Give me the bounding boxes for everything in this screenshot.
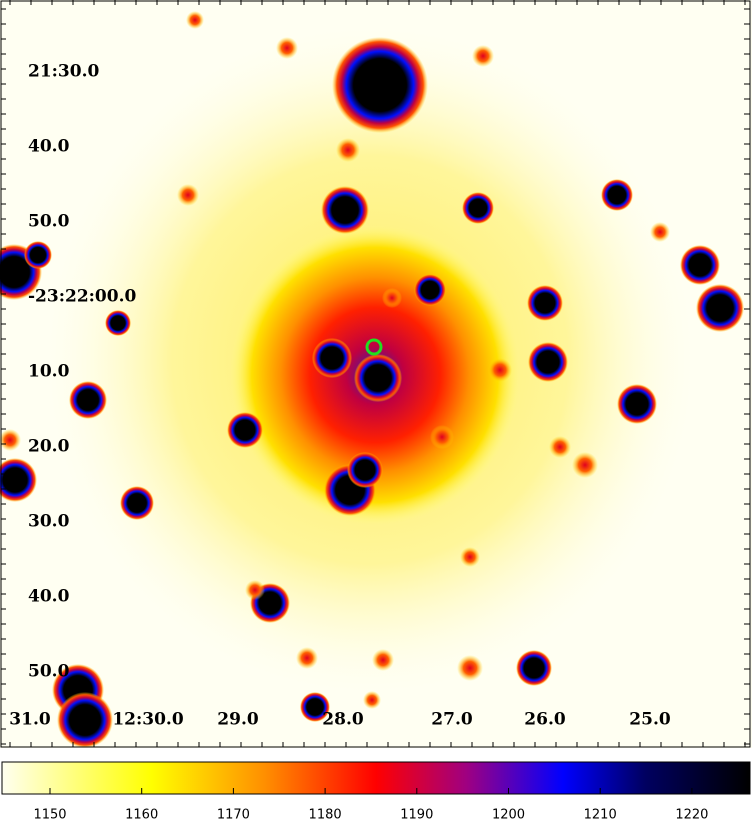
dec-label: 40.0 — [28, 587, 70, 607]
sky-image — [0, 11, 744, 748]
star — [601, 179, 633, 211]
star — [617, 384, 657, 424]
ra-label: 12:30.0 — [112, 710, 184, 730]
dec-label: -23:22:00.0 — [28, 287, 136, 307]
frame-ticks — [1, 0, 750, 747]
faint-source — [186, 11, 204, 29]
colorbar-label: 1200 — [492, 808, 525, 823]
star — [0, 458, 37, 502]
dec-label: 10.0 — [28, 362, 70, 382]
dec-label: 40.0 — [28, 137, 70, 157]
star — [24, 241, 52, 269]
colorbar-label: 1170 — [217, 808, 250, 823]
faint-source — [460, 547, 480, 567]
star — [516, 650, 552, 686]
colorbar — [1, 761, 751, 795]
ra-label: 31.0 — [9, 710, 51, 730]
star — [527, 285, 563, 321]
star — [105, 310, 131, 336]
faint-source — [382, 288, 402, 308]
star — [354, 354, 402, 402]
colorbar-label: 1150 — [33, 808, 66, 823]
colorbar-label: 1220 — [675, 808, 708, 823]
star — [57, 692, 113, 748]
faint-source — [245, 580, 265, 600]
star — [414, 274, 446, 306]
colorbar-label: 1190 — [400, 808, 433, 823]
faint-source — [572, 452, 598, 478]
star — [680, 245, 720, 285]
colorbar-label: 1210 — [584, 808, 617, 823]
star — [300, 692, 330, 722]
dec-label: 20.0 — [28, 437, 70, 457]
dec-label: 50.0 — [28, 662, 70, 682]
star — [462, 192, 494, 224]
star — [528, 342, 568, 382]
dec-label: 21:30.0 — [28, 62, 100, 82]
faint-source — [276, 37, 298, 59]
star — [69, 381, 107, 419]
ra-label: 28.0 — [322, 710, 364, 730]
faint-source — [457, 655, 483, 681]
faint-source — [488, 358, 512, 382]
faint-source — [430, 425, 454, 449]
dec-label: 50.0 — [28, 212, 70, 232]
star — [332, 37, 428, 133]
faint-source — [472, 45, 494, 67]
star — [227, 412, 263, 448]
star — [312, 338, 352, 378]
colorbar-label: 1180 — [309, 808, 342, 823]
dec-label: 30.0 — [28, 512, 70, 532]
ra-label: 26.0 — [524, 710, 566, 730]
star — [321, 186, 369, 234]
faint-source — [363, 691, 381, 709]
faint-source — [0, 429, 21, 451]
ra-label: 25.0 — [629, 710, 671, 730]
star — [347, 452, 383, 488]
colorbar-label: 1160 — [125, 808, 158, 823]
star — [120, 486, 154, 520]
ra-label: 27.0 — [431, 710, 473, 730]
marker-circle — [365, 338, 383, 356]
faint-source — [372, 649, 394, 671]
faint-source — [296, 647, 318, 669]
frame — [0, 0, 751, 748]
faint-source — [549, 436, 571, 458]
star — [696, 284, 744, 332]
faint-source — [177, 184, 199, 206]
faint-source — [650, 222, 670, 242]
ra-label: 29.0 — [217, 710, 259, 730]
faint-source — [336, 138, 360, 162]
